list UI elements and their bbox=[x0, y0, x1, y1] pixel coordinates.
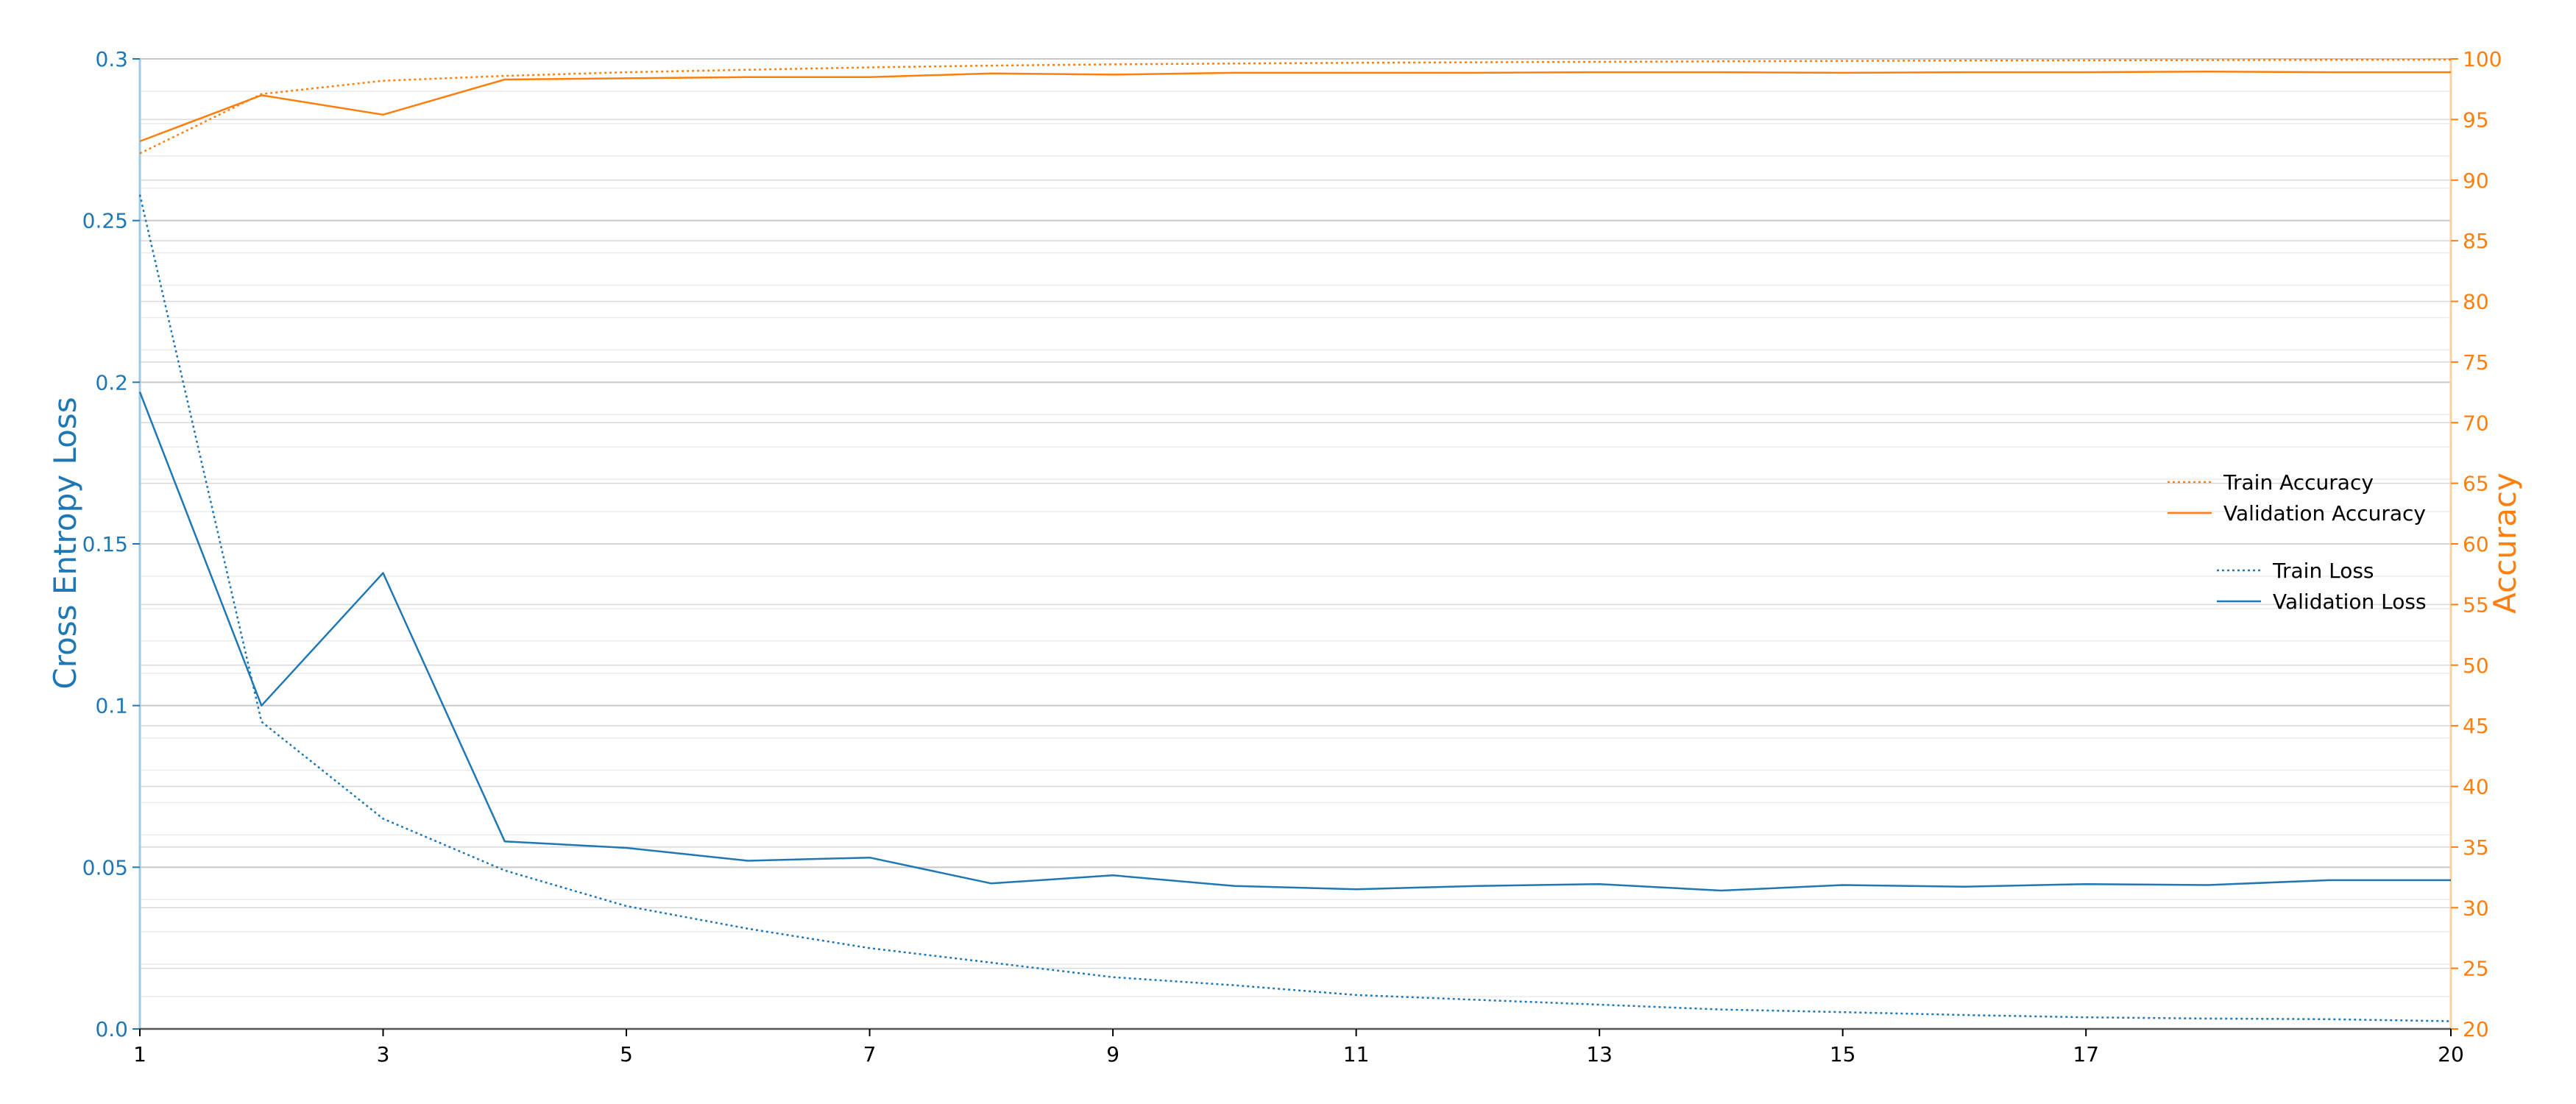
y-right-tick-label: 20 bbox=[2463, 1017, 2489, 1041]
legend: Train Accuracy Validation Accuracy Train L… bbox=[2168, 470, 2427, 614]
x-tick-label: 7 bbox=[863, 1042, 877, 1066]
y-right-tick-label: 25 bbox=[2463, 957, 2489, 981]
x-tick-label: 17 bbox=[2073, 1042, 2099, 1066]
x-tick-label: 9 bbox=[1106, 1042, 1119, 1066]
series-train-loss bbox=[138, 194, 2452, 1022]
y-left-tick-label: 0.05 bbox=[82, 855, 128, 880]
y-right-tick-label: 60 bbox=[2463, 532, 2489, 556]
x-tick-label: 15 bbox=[1830, 1042, 1856, 1066]
series-lines bbox=[138, 58, 2452, 1022]
y-right-tick-label: 45 bbox=[2463, 714, 2489, 738]
y-left-tick-label: 0.0 bbox=[95, 1017, 128, 1041]
series-validation-loss bbox=[138, 392, 2451, 892]
y-axis-left-label: Cross Entropy Loss bbox=[47, 397, 83, 689]
legend-label: Validation Loss bbox=[2273, 590, 2427, 614]
y-right-tick-label: 50 bbox=[2463, 654, 2489, 678]
y-right-tick-label: 90 bbox=[2463, 169, 2489, 193]
y-right-tick-label: 100 bbox=[2463, 47, 2502, 71]
y-right-tick-label: 95 bbox=[2463, 107, 2489, 132]
y-right-tick-label: 80 bbox=[2463, 290, 2489, 314]
y-right-tick-label: 70 bbox=[2463, 411, 2489, 435]
x-tick-label: 1 bbox=[133, 1042, 146, 1066]
y-right-tick-label: 30 bbox=[2463, 896, 2489, 920]
tick-labels: 0.00.050.10.150.20.250.32025303540455055… bbox=[82, 47, 2502, 1066]
y-right-tick-label: 65 bbox=[2463, 472, 2489, 496]
y-right-tick-label: 40 bbox=[2463, 775, 2489, 799]
x-tick-label: 3 bbox=[377, 1042, 390, 1066]
series-train-accuracy bbox=[139, 58, 2452, 155]
x-tick-label: 5 bbox=[620, 1042, 633, 1066]
y-left-tick-label: 0.15 bbox=[82, 532, 128, 556]
y-right-tick-label: 85 bbox=[2463, 229, 2489, 253]
x-tick-label: 13 bbox=[1586, 1042, 1613, 1066]
y-right-tick-label: 35 bbox=[2463, 835, 2489, 860]
legend-label: Train Accuracy bbox=[2223, 470, 2374, 495]
legend-label: Train Loss bbox=[2272, 559, 2374, 583]
y-left-tick-label: 0.3 bbox=[95, 47, 128, 71]
grid-lines bbox=[140, 58, 2451, 1030]
y-right-tick-label: 75 bbox=[2463, 350, 2489, 375]
legend-label: Validation Accuracy bbox=[2223, 501, 2426, 526]
x-tick-label: 20 bbox=[2438, 1042, 2464, 1066]
x-tick-label: 11 bbox=[1343, 1042, 1370, 1066]
y-right-tick-label: 55 bbox=[2463, 592, 2489, 617]
y-left-tick-label: 0.2 bbox=[95, 370, 128, 394]
y-axis-right-label: Accuracy bbox=[2487, 473, 2523, 614]
series-validation-accuracy bbox=[139, 71, 2451, 143]
y-left-tick-label: 0.25 bbox=[82, 209, 128, 233]
y-left-tick-label: 0.1 bbox=[95, 694, 128, 718]
